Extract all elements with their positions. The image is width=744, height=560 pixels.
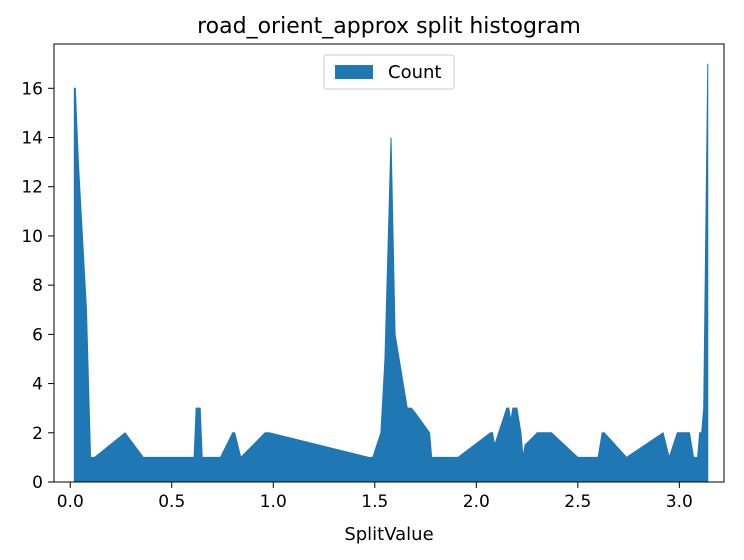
y-tick-label: 0 (32, 473, 43, 493)
series-count-area (73, 63, 709, 483)
legend-swatch-count (335, 65, 373, 79)
y-tick-label: 2 (32, 424, 43, 444)
y-tick-label: 10 (21, 227, 43, 247)
y-tick-label: 12 (21, 178, 43, 198)
x-tick-label: 0.5 (158, 492, 185, 512)
x-axis-label: SplitValue (344, 524, 433, 545)
plot-area: 0.0 0.5 1.0 1.5 2.0 2.5 3.0 0 2 4 6 8 10 12 14 16 (21, 43, 725, 512)
plot-frame (53, 43, 725, 483)
legend: Count (323, 54, 455, 90)
x-tick-label: 1.0 (260, 492, 287, 512)
y-tick-label: 4 (32, 375, 43, 395)
x-tick-label: 3.0 (666, 492, 693, 512)
chart-title: road_orient_approx split histogram (197, 14, 581, 39)
legend-box (323, 54, 455, 90)
x-tick-label: 1.5 (361, 492, 388, 512)
x-tick-label: 2.5 (564, 492, 591, 512)
x-tick-label: 2.0 (463, 492, 490, 512)
y-tick-label: 8 (32, 276, 43, 296)
x-tick-label: 0.0 (57, 492, 84, 512)
y-tick-label: 16 (21, 79, 43, 99)
legend-label-count: Count (388, 62, 441, 83)
y-tick-label: 6 (32, 325, 43, 345)
y-tick-label: 14 (21, 129, 43, 149)
